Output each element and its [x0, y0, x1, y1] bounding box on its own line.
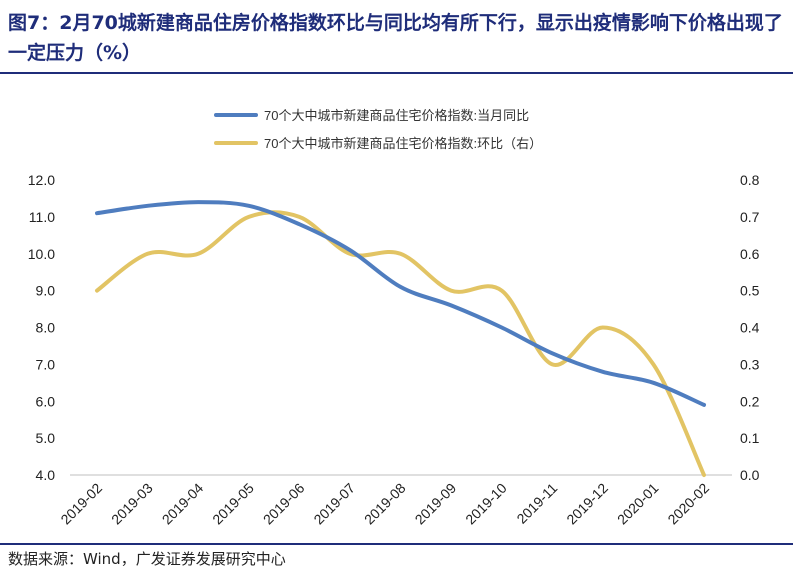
left-axis: 4.0 5.0 6.0 7.0 8.0 9.0 10.0 11.0 12.0 — [28, 172, 55, 483]
legend: 70个大中城市新建商品住宅价格指数:当月同比 70个大中城市新建商品住宅价格指数:… — [214, 108, 542, 151]
right-tick-label: 0.1 — [740, 430, 760, 446]
source-note: 数据来源：Wind，广发证券发展研究中心 — [8, 550, 286, 568]
left-tick-label: 10.0 — [28, 246, 55, 262]
title-divider — [0, 72, 793, 74]
left-tick-label: 11.0 — [29, 209, 55, 225]
source-divider — [0, 543, 793, 545]
left-tick-label: 9.0 — [36, 283, 56, 299]
yoy-series-line — [95, 200, 706, 407]
x-tick-label: 2019-07 — [310, 480, 358, 528]
x-tick-label: 2019-02 — [57, 480, 105, 528]
right-tick-label: 0.5 — [740, 283, 760, 299]
mom-series-line — [95, 210, 706, 477]
left-tick-label: 12.0 — [28, 172, 55, 188]
right-tick-label: 0.6 — [740, 246, 760, 262]
x-tick-label: 2019-11 — [513, 480, 560, 527]
x-tick-label: 2019-06 — [260, 480, 308, 528]
chart-area: 70个大中城市新建商品住宅价格指数:当月同比 70个大中城市新建商品住宅价格指数:… — [28, 108, 760, 528]
x-tick-label: 2019-12 — [563, 480, 611, 528]
left-tick-label: 4.0 — [36, 467, 56, 483]
right-tick-label: 0.3 — [740, 356, 760, 372]
x-tick-label: 2019-03 — [108, 480, 156, 528]
right-tick-label: 0.7 — [740, 209, 760, 225]
x-tick-label: 2019-09 — [412, 480, 460, 528]
right-tick-label: 0.0 — [740, 467, 760, 483]
x-tick-label: 2019-10 — [462, 480, 510, 528]
left-tick-label: 7.0 — [36, 356, 56, 372]
x-tick-label: 2019-04 — [159, 480, 207, 528]
x-tick-label: 2020-01 — [614, 480, 662, 528]
series-layer — [95, 200, 706, 477]
x-tick-label: 2019-08 — [361, 480, 409, 528]
x-tick-label: 2020-02 — [664, 480, 712, 528]
x-tick-label: 2019-05 — [209, 480, 257, 528]
legend-label: 70个大中城市新建商品住宅价格指数:当月同比 — [264, 108, 529, 123]
right-axis: 0.0 0.1 0.2 0.3 0.4 0.5 0.6 0.7 0.8 — [740, 172, 760, 483]
x-axis: 2019-02 2019-03 2019-04 2019-05 2019-06 2019-… — [57, 474, 732, 528]
right-tick-label: 0.2 — [740, 393, 760, 409]
left-tick-label: 6.0 — [36, 393, 56, 409]
left-tick-label: 5.0 — [36, 430, 56, 446]
legend-label: 70个大中城市新建商品住宅价格指数:环比（右） — [264, 136, 542, 151]
left-tick-label: 8.0 — [36, 320, 56, 336]
chart-title: 图7：2月70城新建商品住房价格指数环比与同比均有所下行，显示出疫情影响下价格出… — [8, 12, 783, 64]
right-tick-label: 0.4 — [740, 320, 760, 336]
right-tick-label: 0.8 — [740, 172, 760, 188]
